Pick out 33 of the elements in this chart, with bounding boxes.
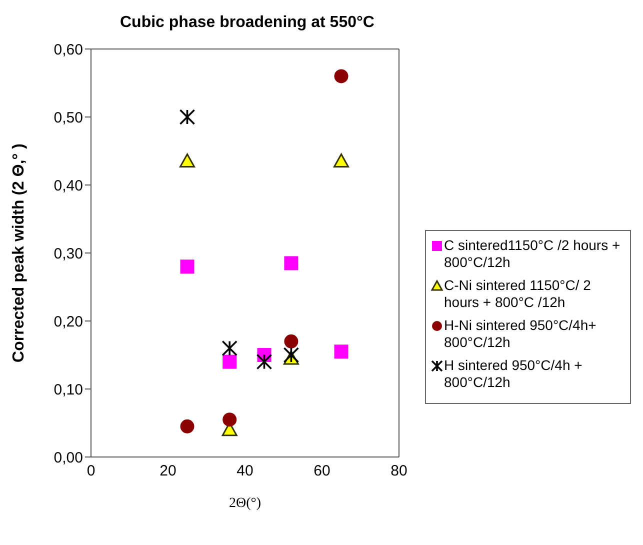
y-tick-label: 0,00 xyxy=(54,449,83,466)
y-tick-label: 0,10 xyxy=(54,381,83,398)
legend-label: C-Ni sintered 1150°C/ 2 hours + 800°C /12h xyxy=(444,277,592,311)
point xyxy=(180,153,195,168)
legend-label: C sintered1150°C /2 hours + 800°C/12h xyxy=(444,237,622,271)
point xyxy=(334,69,348,84)
x-tick-label: 20 xyxy=(160,462,176,480)
point xyxy=(222,340,238,356)
x-tick-label: 40 xyxy=(236,462,254,480)
y-tick-label: 0,60 xyxy=(54,41,83,58)
y-axis-title: Corrected peak width (2 Θ,° ) xyxy=(10,144,28,362)
point xyxy=(180,419,194,434)
y-tick-label: 0,40 xyxy=(54,177,83,194)
point xyxy=(284,256,298,270)
chart-title: Cubic phase broadening at 550°C xyxy=(120,14,374,32)
y-tick-label: 0,50 xyxy=(54,109,83,126)
point xyxy=(256,354,272,370)
point xyxy=(179,109,196,125)
point xyxy=(222,354,237,369)
legend-label: H sintered 950°C/4h + 800°C/12h xyxy=(444,357,584,391)
x-tick-label: 60 xyxy=(314,462,330,480)
point xyxy=(180,260,194,274)
point xyxy=(283,347,300,363)
y-tick-label: 0,30 xyxy=(54,245,83,262)
x-tick-label: 80 xyxy=(390,462,408,480)
x-axis-title: 2Θ(°) xyxy=(228,496,262,511)
legend-label: H-Ni sintered 950°C/4h+ 800°C/12h xyxy=(444,317,598,351)
point xyxy=(334,344,348,359)
y-tick-label: 0,20 xyxy=(54,313,83,330)
x-tick-label: 0 xyxy=(86,462,96,480)
point xyxy=(222,412,237,427)
point xyxy=(284,334,298,348)
point xyxy=(334,153,349,168)
